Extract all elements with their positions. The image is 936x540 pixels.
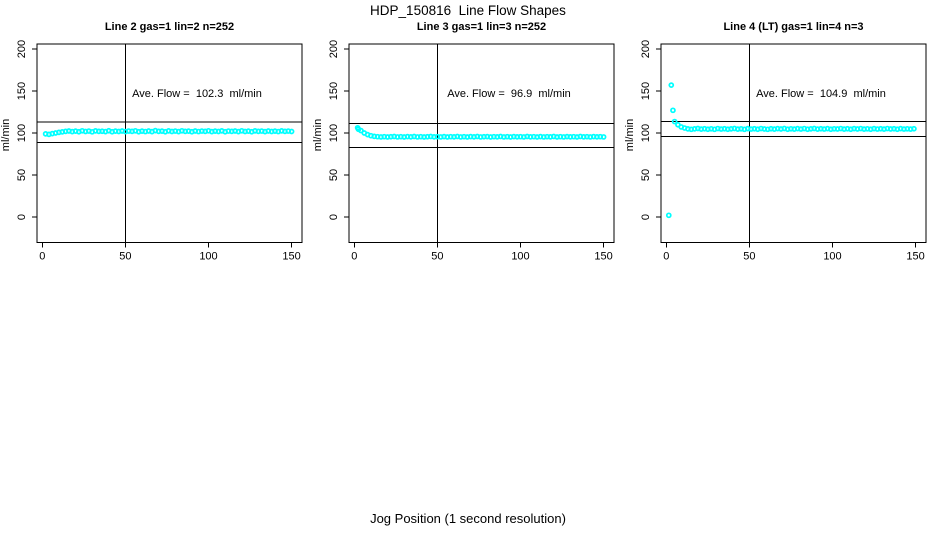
- subplot-line3: Line 3 gas=1 lin=3 n=252 0 50 100 150 0 50 100…: [312, 0, 624, 285]
- data-point: [668, 82, 675, 88]
- x-tick-label: 50: [743, 251, 755, 263]
- subplot-line3-plot: 0 50 100 150 0 50 100 150 200 ml/min Ave. Flow = 9…: [312, 40, 615, 263]
- ave-flow-annotation: Ave. Flow = 102.3 ml/min: [132, 88, 262, 100]
- subplot-line4-plot: 0 50 100 150 0 50 100 150 200 ml/min Ave. Flow = 1…: [624, 40, 927, 263]
- y-tick-label: 100: [640, 124, 652, 142]
- x-tick-label: 0: [39, 251, 45, 263]
- x-tick-label: 100: [199, 251, 217, 263]
- ave-flow-annotation: Ave. Flow = 104.9 ml/min: [756, 88, 886, 100]
- data-point: [670, 107, 676, 114]
- y-tick-label: 200: [328, 40, 340, 58]
- ave-flow-annotation: Ave. Flow = 96.9 ml/min: [447, 88, 571, 100]
- y-tick-label: 50: [328, 169, 340, 181]
- y-tick-label: 100: [328, 124, 340, 142]
- y-tick-label: 0: [16, 214, 28, 220]
- y-tick-label: 50: [640, 169, 652, 181]
- x-tick-label: 150: [594, 251, 612, 263]
- x-tick-label: 50: [431, 251, 443, 263]
- y-axis-label: ml/min: [624, 119, 636, 151]
- y-tick-label: 0: [640, 214, 652, 220]
- y-axis-label: ml/min: [0, 119, 12, 151]
- data-point: [288, 128, 295, 135]
- x-tick-label: 0: [351, 251, 357, 263]
- subplot-line2: Line 2 gas=1 lin=2 n=252 0 50 100 150 0 50 100…: [0, 0, 312, 285]
- subplot-line4: Line 4 (LT) gas=1 lin=4 n=3 0 50 100 150 0 50…: [624, 0, 936, 285]
- y-tick-label: 100: [16, 124, 28, 142]
- plot-box: [348, 43, 615, 243]
- data-point: [671, 118, 678, 125]
- plot-box: [36, 43, 303, 243]
- figure-title: HDP_150816 Line Flow Shapes: [370, 3, 566, 18]
- subplot-line2-title: Line 2 gas=1 lin=2 n=252: [104, 21, 235, 33]
- y-tick-label: 200: [16, 40, 28, 58]
- data-point: [600, 134, 607, 140]
- x-tick-label: 50: [119, 251, 131, 263]
- data-point: [911, 125, 917, 132]
- y-tick-label: 150: [328, 82, 340, 100]
- plot-box: [660, 43, 927, 243]
- x-tick-label: 0: [663, 251, 669, 263]
- y-axis-label: ml/min: [312, 119, 324, 151]
- subplot-line4-title: Line 4 (LT) gas=1 lin=4 n=3: [723, 21, 864, 33]
- y-tick-label: 150: [640, 82, 652, 100]
- x-tick-label: 100: [823, 251, 841, 263]
- subplot-line2-plot: 0 50 100 150 0 50 100 150 200 ml/min Ave. Flow = 1…: [0, 40, 303, 263]
- data-point: [665, 212, 672, 219]
- figure-x-axis-label: Jog Position (1 second resolution): [370, 511, 566, 526]
- data-point: [355, 126, 362, 133]
- y-tick-label: 150: [16, 82, 28, 100]
- x-tick-label: 150: [282, 251, 300, 263]
- subplot-line3-title: Line 3 gas=1 lin=3 n=252: [416, 21, 547, 33]
- x-tick-label: 100: [511, 251, 529, 263]
- y-tick-label: 50: [16, 169, 28, 181]
- y-tick-label: 0: [328, 214, 340, 220]
- y-tick-label: 200: [640, 40, 652, 58]
- x-tick-label: 150: [906, 251, 924, 263]
